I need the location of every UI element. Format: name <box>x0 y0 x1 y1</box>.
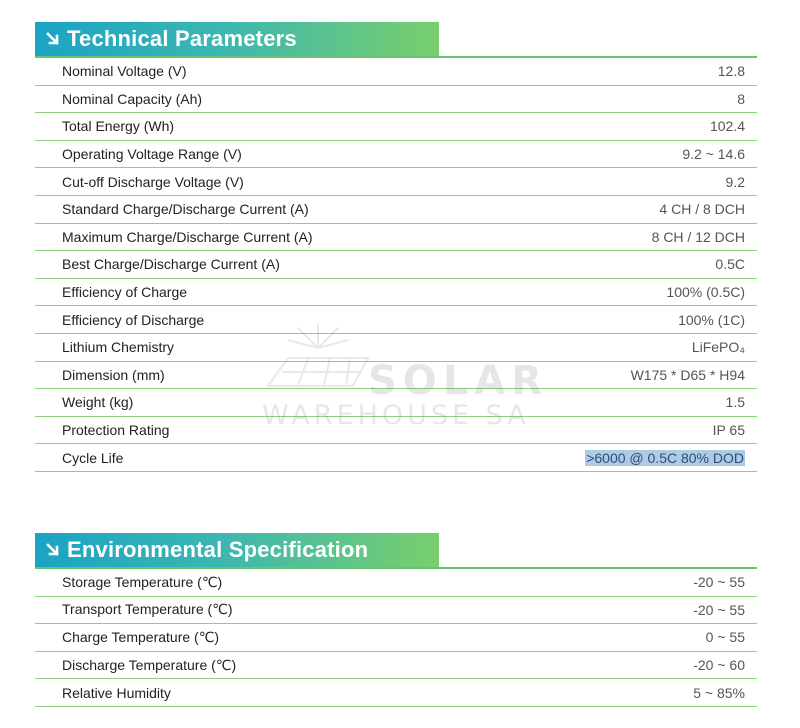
table-row: Weight (kg) 1.5 <box>35 389 757 417</box>
section-title: Environmental Specification <box>67 537 369 562</box>
row-value: -20 ~ 55 <box>693 574 745 591</box>
row-value: -20 ~ 60 <box>693 657 745 674</box>
row-label: Transport Temperature (℃) <box>62 601 233 618</box>
row-value: 102.4 <box>709 118 745 135</box>
table-row: Protection Rating IP 65 <box>35 417 757 445</box>
table-row: Lithium Chemistry LiFePO₄ <box>35 334 757 362</box>
row-value: LiFePO₄ <box>691 339 745 356</box>
row-value: 0.5C <box>715 256 745 273</box>
table-row: Maximum Charge/Discharge Current (A) 8 CH… <box>35 224 757 252</box>
section-header: Environmental Specification <box>35 533 439 567</box>
row-value: W175 * D65 * H94 <box>630 366 745 383</box>
row-label: Protection Rating <box>62 422 170 439</box>
row-label: Weight (kg) <box>62 394 134 411</box>
row-value: 12.8 <box>717 63 745 80</box>
arrow-down-right-icon <box>43 540 63 560</box>
table-row: Nominal Capacity (Ah) 8 <box>35 86 757 114</box>
row-label: Relative Humidity <box>62 684 171 701</box>
table-row: Transport Temperature (℃) -20 ~ 55 <box>35 597 757 625</box>
row-value: 100% (1C) <box>678 311 745 328</box>
row-label: Dimension (mm) <box>62 366 165 383</box>
table-row: Dimension (mm) W175 * D65 * H94 <box>35 362 757 390</box>
row-label: Efficiency of Discharge <box>62 311 205 328</box>
row-label: Storage Temperature (℃) <box>62 573 223 590</box>
row-value-selected[interactable]: >6000 @ 0.5C 80% DOD <box>585 449 745 466</box>
row-label: Lithium Chemistry <box>62 339 175 356</box>
technical-table: Nominal Voltage (V) 12.8 Nominal Capacity… <box>35 56 757 472</box>
table-row: Best Charge/Discharge Current (A) 0.5C <box>35 251 757 279</box>
row-value: 1.5 <box>725 394 745 411</box>
row-label: Total Energy (Wh) <box>62 118 175 135</box>
table-row: Discharge Temperature (℃) -20 ~ 60 <box>35 652 757 680</box>
row-value: 9.2 ~ 14.6 <box>682 146 745 163</box>
table-row: Efficiency of Discharge 100% (1C) <box>35 306 757 334</box>
table-row: Relative Humidity 5 ~ 85% <box>35 679 757 707</box>
arrow-down-right-icon <box>43 29 63 49</box>
table-row: Cycle Life >6000 @ 0.5C 80% DOD <box>35 444 757 472</box>
table-row: Efficiency of Charge 100% (0.5C) <box>35 279 757 307</box>
row-label: Discharge Temperature (℃) <box>62 656 237 673</box>
row-label: Cycle Life <box>62 449 124 466</box>
table-row: Standard Charge/Discharge Current (A) 4 C… <box>35 196 757 224</box>
row-value: 9.2 <box>725 173 745 190</box>
row-label: Operating Voltage Range (V) <box>62 146 242 163</box>
technical-parameters-section: Technical Parameters Nominal Voltage (V)… <box>35 22 757 472</box>
row-label: Cut-off Discharge Voltage (V) <box>62 173 244 190</box>
row-value: 0 ~ 55 <box>705 629 745 646</box>
row-value: 5 ~ 85% <box>693 684 745 701</box>
row-value: IP 65 <box>712 422 745 439</box>
table-row: Operating Voltage Range (V) 9.2 ~ 14.6 <box>35 141 757 169</box>
row-label: Best Charge/Discharge Current (A) <box>62 256 280 273</box>
row-value: 8 <box>737 90 745 107</box>
row-label: Standard Charge/Discharge Current (A) <box>62 201 309 218</box>
row-label: Charge Temperature (℃) <box>62 628 220 645</box>
environmental-specification-section: Environmental Specification Storage Temp… <box>35 533 757 707</box>
table-row: Cut-off Discharge Voltage (V) 9.2 <box>35 168 757 196</box>
table-row: Storage Temperature (℃) -20 ~ 55 <box>35 569 757 597</box>
row-value: 8 CH / 12 DCH <box>651 228 745 245</box>
row-value: -20 ~ 55 <box>693 601 745 618</box>
table-row: Nominal Voltage (V) 12.8 <box>35 58 757 86</box>
table-row: Total Energy (Wh) 102.4 <box>35 113 757 141</box>
row-label: Efficiency of Charge <box>62 284 188 301</box>
row-label: Nominal Voltage (V) <box>62 63 187 80</box>
table-row: Charge Temperature (℃) 0 ~ 55 <box>35 624 757 652</box>
row-label: Nominal Capacity (Ah) <box>62 90 203 107</box>
row-value: 4 CH / 8 DCH <box>659 201 745 218</box>
environmental-table: Storage Temperature (℃) -20 ~ 55 Transpor… <box>35 567 757 707</box>
row-value: 100% (0.5C) <box>666 284 745 301</box>
section-header: Technical Parameters <box>35 22 439 56</box>
section-title: Technical Parameters <box>67 26 297 51</box>
row-label: Maximum Charge/Discharge Current (A) <box>62 228 313 245</box>
